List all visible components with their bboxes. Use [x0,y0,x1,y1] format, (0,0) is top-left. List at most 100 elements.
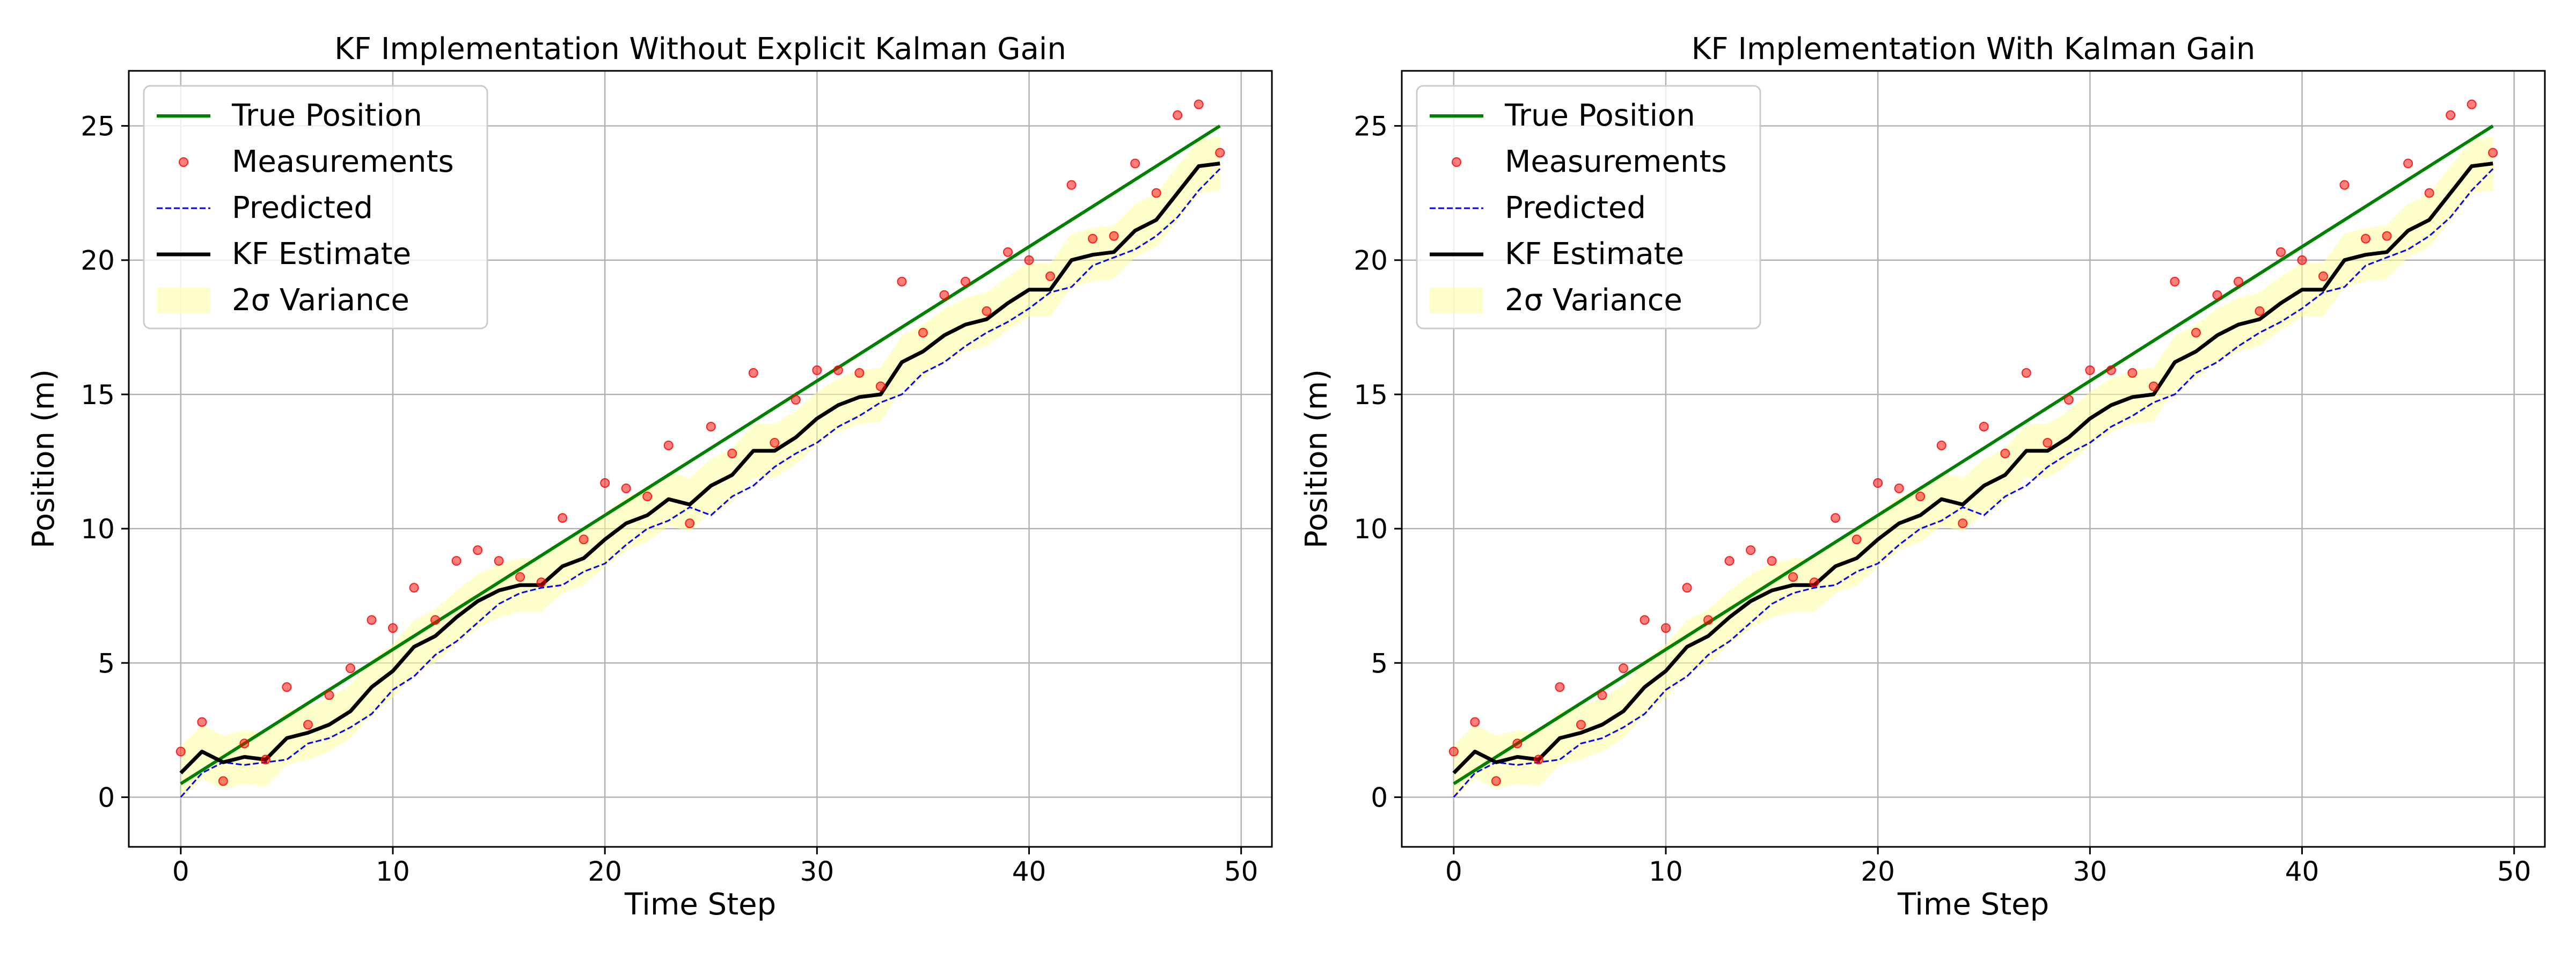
measurement-point [1109,231,1119,241]
legend-box [1416,85,1761,330]
measurement-point [1958,518,1968,529]
true-position-line [1453,125,2494,785]
measurement-point [451,556,462,566]
measurement-point [642,492,653,502]
measurement-point [2000,448,2010,458]
measurement-point [875,381,885,391]
measurement-point [2063,394,2074,405]
x-tick-label: 50 [2497,856,2531,887]
measurement-point [2382,231,2392,241]
y-tick-label: 10 [80,514,115,545]
measurement-point [2170,276,2180,287]
measurement-point [1555,682,1565,692]
measurement-point [770,437,780,448]
measurement-point [2148,381,2158,391]
predicted-line [1453,168,2494,798]
measurements [175,99,1225,786]
legend-measurements-swatch [1452,157,1461,167]
measurement-point [1512,738,1523,749]
measurement-point [1151,188,1161,198]
legend-label: 2σ Variance [1505,283,1682,318]
measurement-point [2043,437,2053,448]
measurement-point [1936,440,1946,450]
legend-label: Predicted [1505,191,1646,225]
measurement-point [473,545,483,555]
x-tick-label: 50 [1224,856,1258,887]
y-axis-label: Position (m) [26,369,61,548]
measurement-point [2212,290,2222,300]
subplot-2: 0 10 20 30 40 50 0 5 10 15 20 25 KF Implementation W… [1299,32,2546,922]
y-tick-label: 10 [1353,514,1388,545]
measurement-point [2021,368,2031,378]
measurement-point [324,690,334,700]
legend-label: KF Estimate [1505,237,1684,272]
legend-label: 2σ Variance [232,283,409,318]
measurement-point [239,738,250,749]
y-tick-label: 20 [80,245,115,276]
measurement-point [2403,158,2413,169]
y-tick-label: 0 [98,782,115,813]
legend-label: KF Estimate [232,237,411,272]
measurement-point [1682,583,1692,593]
x-tick-label: 20 [588,856,622,887]
measurement-point [1724,556,1735,566]
y-tick-label: 25 [1353,111,1388,142]
measurement-point [960,276,970,287]
measurement-point [1767,556,1777,566]
y-tick-label: 0 [1371,782,1388,813]
measurement-point [1873,478,1883,488]
measurement-point [2127,368,2138,378]
measurement-point [2085,365,2095,375]
variance-band [1453,136,2493,800]
measurement-point [2339,180,2350,190]
measurement-point [1618,663,1628,674]
measurement-point [833,365,843,375]
legend-measurements-swatch [179,157,188,167]
measurement-point [2467,99,2477,109]
chart-title: KF Implementation With Kalman Gain [1692,32,2256,67]
measurement-point [1703,615,1714,625]
measurement-point [1809,577,1819,588]
measurement-point [2424,188,2434,198]
measurement-point [706,421,716,431]
measurement-point [727,448,737,458]
measurement-point [558,513,568,523]
measurement-point [2446,110,2456,120]
x-tick-label: 30 [800,856,835,887]
measurement-point [494,556,504,566]
measurement-point [1597,690,1607,700]
measurement-point [1173,110,1183,120]
measurement-point [1979,421,1989,431]
x-tick-label: 10 [376,856,410,887]
kf-estimate-line [179,162,1220,774]
measurement-point [2297,255,2307,265]
legend: True Position Measurements Predicted KF Est… [1416,85,1761,330]
measurement-point [2488,148,2498,158]
measurement-point [536,577,546,588]
measurement-point [685,518,695,529]
measurement-point [515,572,525,582]
measurement-point [1448,747,1459,757]
legend-label: Measurements [232,144,454,179]
y-tick-label: 15 [80,379,115,411]
axes-frame [1401,70,2546,848]
variance-band [180,136,1220,800]
measurement-point [2276,247,2286,257]
measurement-point [1533,755,1543,765]
y-tick-label: 15 [1353,379,1388,411]
measurement-point [345,663,355,674]
y-tick-label: 5 [98,648,115,679]
axes-frame [128,70,1273,848]
measurement-point [791,394,801,405]
measurement-point [982,306,992,316]
measurement-point [854,368,865,378]
x-tick-label: 30 [2073,856,2107,887]
legend-variance-swatch [157,288,210,313]
measurement-point [387,623,398,633]
legend-label: Predicted [232,191,373,225]
measurement-point [1831,513,1841,523]
measurement-point [260,755,270,765]
y-axis-label: Position (m) [1299,369,1334,548]
legend-variance-swatch [1430,288,1483,313]
